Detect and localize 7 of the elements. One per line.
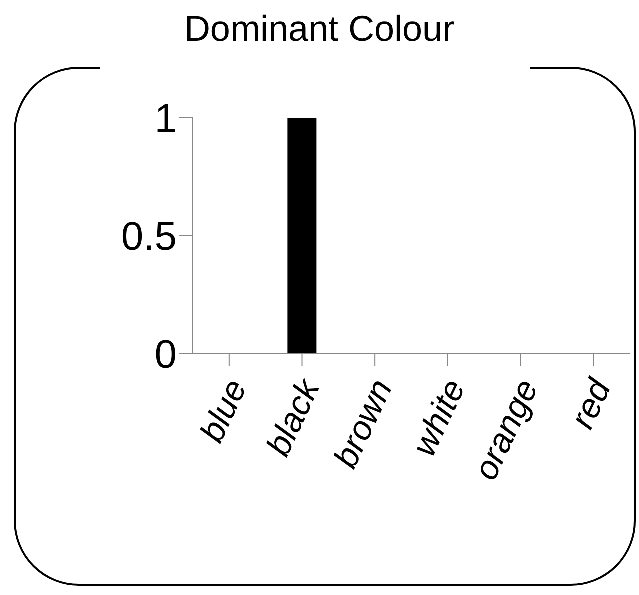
x-tick-label: black — [259, 372, 328, 462]
y-tick-label: 0 — [154, 333, 177, 378]
chart-title: Dominant Colour — [183, 8, 456, 50]
x-tick-label: blue — [193, 374, 255, 448]
y-tick-label: 1 — [154, 97, 177, 142]
x-tick-label: red — [564, 372, 620, 435]
y-tick-label: 0.5 — [121, 215, 177, 260]
